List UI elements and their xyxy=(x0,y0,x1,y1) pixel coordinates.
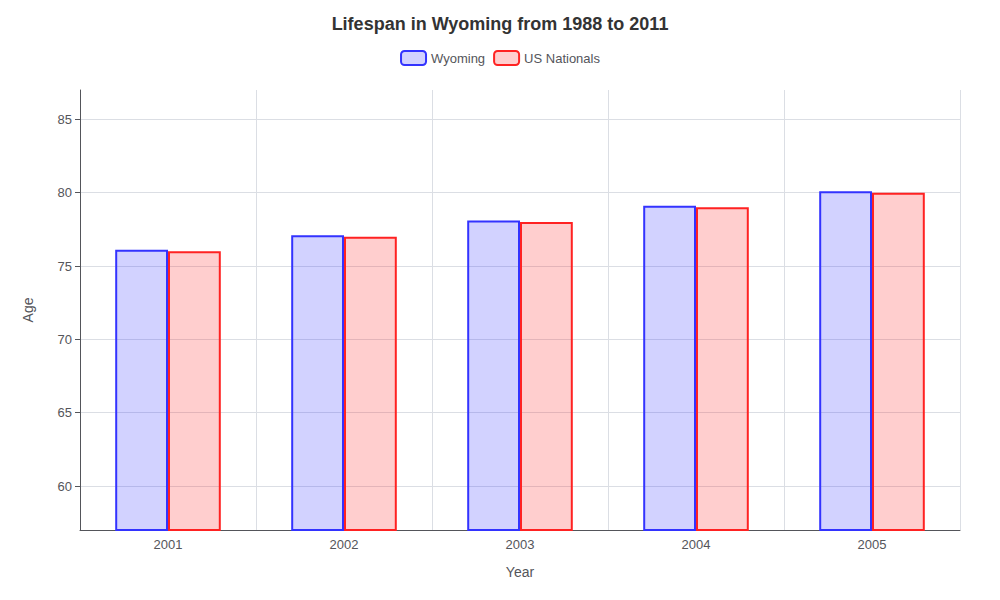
svg-text:60: 60 xyxy=(58,479,72,494)
svg-text:85: 85 xyxy=(58,112,72,127)
svg-text:US Nationals: US Nationals xyxy=(524,51,600,66)
svg-text:Wyoming: Wyoming xyxy=(431,51,485,66)
svg-text:2003: 2003 xyxy=(506,537,535,552)
svg-text:2001: 2001 xyxy=(154,537,183,552)
svg-text:70: 70 xyxy=(58,332,72,347)
svg-text:65: 65 xyxy=(58,405,72,420)
svg-text:Age: Age xyxy=(20,297,36,322)
svg-text:75: 75 xyxy=(58,259,72,274)
svg-text:2002: 2002 xyxy=(330,537,359,552)
svg-text:80: 80 xyxy=(58,185,72,200)
svg-text:Lifespan in Wyoming from 1988: Lifespan in Wyoming from 1988 to 2011 xyxy=(332,14,669,34)
svg-text:2004: 2004 xyxy=(682,537,711,552)
svg-text:Year: Year xyxy=(506,564,535,580)
svg-text:2005: 2005 xyxy=(858,537,887,552)
